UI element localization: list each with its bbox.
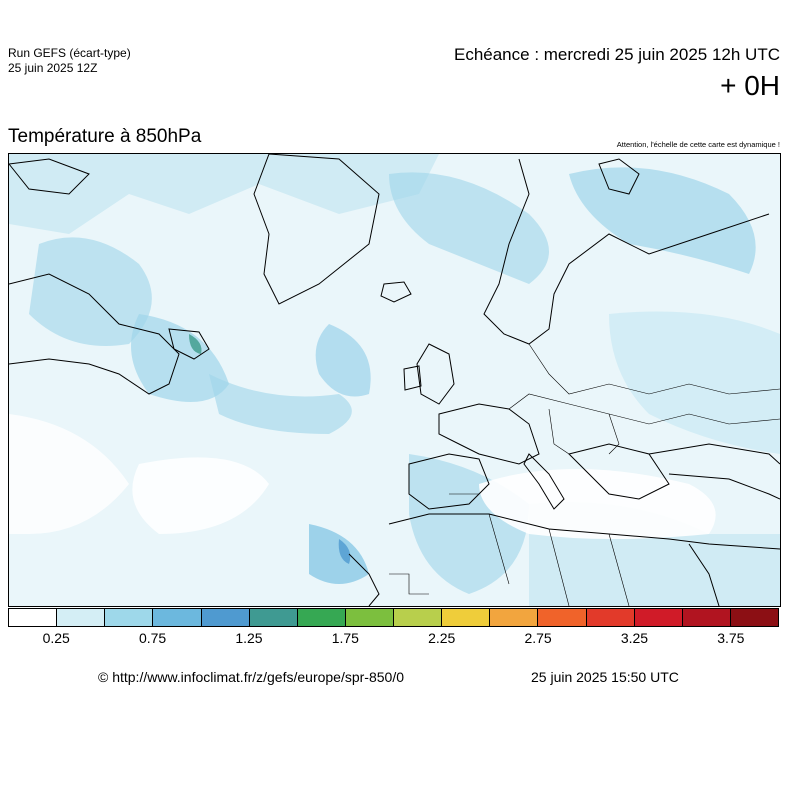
shading-azores-blank bbox=[132, 457, 269, 534]
border-baltic bbox=[528, 343, 780, 395]
colorbar-tick-label: 3.75 bbox=[717, 630, 745, 646]
shading-barents bbox=[569, 167, 756, 274]
shading-canaries bbox=[309, 524, 369, 584]
colorbar-swatch bbox=[297, 609, 346, 626]
colorbar-swatch bbox=[9, 609, 58, 626]
colorbar-ticks: 0.25 0.75 1.25 1.75 2.25 2.75 3.25 3.75 bbox=[8, 630, 779, 648]
colorbar-swatch bbox=[57, 609, 106, 626]
border-germany-austria bbox=[548, 408, 570, 455]
shading-norwegian-sea bbox=[389, 172, 549, 284]
colorbar-swatch bbox=[249, 609, 298, 626]
shading-east-europe bbox=[609, 311, 780, 454]
map-svg bbox=[9, 154, 780, 606]
colorbar-tick-label: 0.25 bbox=[42, 630, 70, 646]
red-sea-coast bbox=[688, 543, 720, 606]
map-title: Température à 850hPa bbox=[8, 126, 202, 147]
copyright-url: © http://www.infoclimat.fr/z/gefs/europe… bbox=[98, 669, 405, 685]
shading-labrador bbox=[29, 237, 152, 346]
shading-west-blank bbox=[9, 414, 129, 534]
colorbar-tick-label: 1.25 bbox=[235, 630, 263, 646]
west-africa-coast bbox=[348, 553, 380, 606]
border-central-europe bbox=[508, 393, 780, 425]
ireland-coast bbox=[403, 365, 422, 391]
colorbar-tick-label: 3.25 bbox=[620, 630, 649, 646]
shading-newfoundland bbox=[131, 314, 229, 402]
newfoundland-coast bbox=[168, 328, 210, 360]
colorbar-swatch bbox=[682, 609, 731, 626]
north-america-coast bbox=[9, 273, 180, 395]
coastlines bbox=[9, 154, 780, 606]
border-north-africa bbox=[488, 513, 630, 606]
colorbar-swatch bbox=[730, 609, 778, 626]
scandinavia-coast bbox=[483, 158, 770, 345]
shading-swirl bbox=[315, 324, 371, 397]
novaya-zemlya-coast bbox=[598, 158, 640, 195]
colorbar-swatch bbox=[442, 609, 491, 626]
colorbar-swatch bbox=[490, 609, 539, 626]
run-title: Run GEFS (écart-type) bbox=[8, 46, 131, 60]
country-borders bbox=[389, 343, 780, 606]
greenland-coast bbox=[253, 154, 380, 305]
great-britain-coast bbox=[416, 343, 455, 405]
shading-north-atlantic bbox=[9, 154, 439, 234]
turkey-coast bbox=[668, 473, 780, 500]
colorbar-tick-label: 2.75 bbox=[524, 630, 552, 646]
colorbar-tick-label: 1.75 bbox=[331, 630, 359, 646]
border-hungary-romania bbox=[608, 413, 620, 455]
colorbar-tick-label: 0.75 bbox=[138, 630, 167, 646]
dynamic-scale-warning: Attention, l'échelle de cette carte est … bbox=[616, 140, 780, 149]
forecast-offset: + 0H bbox=[720, 70, 780, 101]
generation-timestamp: 25 juin 2025 15:50 UTC bbox=[531, 669, 679, 685]
colorbar bbox=[8, 608, 779, 627]
colorbar-swatch bbox=[634, 609, 683, 626]
black-sea-coast bbox=[648, 443, 780, 465]
colorbar-swatch bbox=[105, 609, 154, 626]
colorbar-tick-label: 2.25 bbox=[428, 630, 456, 646]
colorbar-swatch bbox=[153, 609, 202, 626]
colorbar-swatch bbox=[538, 609, 587, 626]
forecast-time: Echéance : mercredi 25 juin 2025 12h UTC bbox=[453, 45, 780, 64]
colorbar-swatch bbox=[201, 609, 250, 626]
border-western-sahara bbox=[389, 573, 429, 595]
balkans-coast bbox=[568, 443, 670, 500]
arctic-islands-coast bbox=[9, 158, 90, 195]
run-date: 25 juin 2025 12Z bbox=[8, 61, 98, 75]
shading-canaries-core bbox=[338, 539, 351, 564]
spread-shading bbox=[9, 154, 780, 606]
shading-mediterranean-blank bbox=[479, 469, 716, 539]
colorbar-swatch bbox=[586, 609, 635, 626]
shading-mid-atlantic bbox=[209, 374, 352, 434]
shading-gulf-peak bbox=[189, 334, 202, 354]
italy-coast bbox=[523, 453, 565, 510]
colorbar-swatch bbox=[394, 609, 443, 626]
colorbar-swatch bbox=[345, 609, 394, 626]
iceland-coast bbox=[380, 281, 412, 303]
map-panel bbox=[8, 153, 781, 607]
north-africa-coast bbox=[388, 513, 780, 550]
france-coast bbox=[438, 403, 540, 465]
